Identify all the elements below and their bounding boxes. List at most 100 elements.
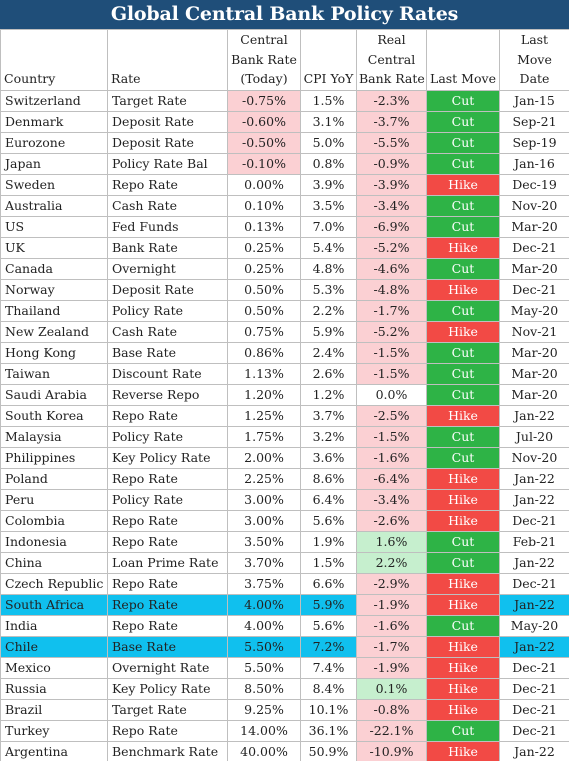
rate-name-cell: Key Policy Rate xyxy=(107,446,228,469)
central-bank-rate-cell: 0.00% xyxy=(227,173,301,196)
central-bank-rate-cell: 3.00% xyxy=(227,488,301,511)
central-bank-rate-cell: 3.75% xyxy=(227,572,301,595)
rate-name-cell: Benchmark Rate xyxy=(107,740,228,761)
central-bank-rate-cell: 4.00% xyxy=(227,593,301,616)
last-move-badge: Hike xyxy=(426,467,500,490)
rate-name-cell: Fed Funds xyxy=(107,215,228,238)
last-move-date-cell: Jan-22 xyxy=(499,635,569,658)
country-cell: Argentina xyxy=(0,740,108,761)
real-rate-cell: -5.2% xyxy=(356,320,427,343)
table-row: Russia Key Policy Rate 8.50% 8.4% 0.1% Hike De… xyxy=(0,677,569,700)
real-rate-cell: -1.6% xyxy=(356,614,427,637)
central-bank-rate-cell: 14.00% xyxy=(227,719,301,742)
cpi-yoy-cell: 5.6% xyxy=(300,614,357,637)
country-cell: Indonesia xyxy=(0,530,108,553)
country-cell: Eurozone xyxy=(0,131,108,154)
table-row: Philippines Key Policy Rate 2.00% 3.6% -1.6%… xyxy=(0,446,569,469)
central-bank-rate-cell: 2.25% xyxy=(227,467,301,490)
table-row: Indonesia Repo Rate 3.50% 1.9% 1.6% Cut Feb-21 xyxy=(0,530,569,553)
country-cell: South Africa xyxy=(0,593,108,616)
last-move-date-cell: May-20 xyxy=(499,299,569,322)
central-bank-rate-cell: 0.13% xyxy=(227,215,301,238)
last-move-badge: Hike xyxy=(426,572,500,595)
last-move-date-cell: Nov-20 xyxy=(499,194,569,217)
cpi-yoy-cell: 0.8% xyxy=(300,152,357,175)
last-move-date-cell: Feb-21 xyxy=(499,530,569,553)
last-move-badge: Hike xyxy=(426,173,500,196)
central-bank-rate-cell: 0.50% xyxy=(227,299,301,322)
last-move-badge: Cut xyxy=(426,299,500,322)
table-row: Hong Kong Base Rate 0.86% 2.4% -1.5% Cut Mar-2… xyxy=(0,341,569,364)
real-rate-cell: -5.5% xyxy=(356,131,427,154)
last-move-date-cell: Dec-21 xyxy=(499,677,569,700)
country-cell: Australia xyxy=(0,194,108,217)
real-rate-cell: -0.9% xyxy=(356,152,427,175)
table-row: Argentina Benchmark Rate 40.00% 50.9% -10.9%… xyxy=(0,740,569,761)
country-cell: Sweden xyxy=(0,173,108,196)
cpi-yoy-cell: 7.4% xyxy=(300,656,357,679)
country-cell: Mexico xyxy=(0,656,108,679)
last-move-badge: Hike xyxy=(426,740,500,761)
cpi-yoy-cell: 3.1% xyxy=(300,110,357,133)
country-cell: Canada xyxy=(0,257,108,280)
country-cell: Malaysia xyxy=(0,425,108,448)
table-row: UK Bank Rate 0.25% 5.4% -5.2% Hike Dec-21 xyxy=(0,236,569,259)
cpi-yoy-cell: 5.9% xyxy=(300,593,357,616)
header-last-move-date: Last Move Date xyxy=(499,29,569,91)
last-move-date-cell: Jan-22 xyxy=(499,404,569,427)
country-cell: South Korea xyxy=(0,404,108,427)
last-move-badge: Hike xyxy=(426,278,500,301)
cpi-yoy-cell: 6.6% xyxy=(300,572,357,595)
last-move-badge: Cut xyxy=(426,131,500,154)
rate-name-cell: Loan Prime Rate xyxy=(107,551,228,574)
cpi-yoy-cell: 1.5% xyxy=(300,551,357,574)
central-bank-rate-cell: 0.86% xyxy=(227,341,301,364)
country-cell: India xyxy=(0,614,108,637)
last-move-date-cell: Nov-20 xyxy=(499,446,569,469)
cpi-yoy-cell: 5.6% xyxy=(300,509,357,532)
table-row: Colombia Repo Rate 3.00% 5.6% -2.6% Hike Dec-2… xyxy=(0,509,569,532)
cpi-yoy-cell: 36.1% xyxy=(300,719,357,742)
rate-name-cell: Policy Rate xyxy=(107,425,228,448)
cpi-yoy-cell: 8.4% xyxy=(300,677,357,700)
cpi-yoy-cell: 8.6% xyxy=(300,467,357,490)
last-move-badge: Hike xyxy=(426,404,500,427)
rate-name-cell: Cash Rate xyxy=(107,320,228,343)
central-bank-rate-cell: -0.75% xyxy=(227,89,301,112)
last-move-date-cell: Dec-21 xyxy=(499,572,569,595)
last-move-date-cell: Jan-15 xyxy=(499,89,569,112)
table-row: Czech Republic Repo Rate 3.75% 6.6% -2.9% Hik… xyxy=(0,572,569,595)
real-rate-cell: -3.7% xyxy=(356,110,427,133)
real-rate-cell: 0.1% xyxy=(356,677,427,700)
table-row: Chile Base Rate 5.50% 7.2% -1.7% Hike Jan-22 xyxy=(0,635,569,658)
last-move-date-cell: Mar-20 xyxy=(499,215,569,238)
last-move-date-cell: Dec-19 xyxy=(499,173,569,196)
real-rate-cell: 0.0% xyxy=(356,383,427,406)
real-rate-cell: -1.5% xyxy=(356,362,427,385)
real-rate-cell: -1.5% xyxy=(356,341,427,364)
rate-name-cell: Target Rate xyxy=(107,698,228,721)
rate-name-cell: Deposit Rate xyxy=(107,131,228,154)
last-move-badge: Cut xyxy=(426,446,500,469)
cpi-yoy-cell: 3.7% xyxy=(300,404,357,427)
country-cell: Brazil xyxy=(0,698,108,721)
central-bank-rate-cell: 3.50% xyxy=(227,530,301,553)
real-rate-cell: -1.9% xyxy=(356,593,427,616)
real-rate-cell: -10.9% xyxy=(356,740,427,761)
cpi-yoy-cell: 4.8% xyxy=(300,257,357,280)
last-move-date-cell: Jan-22 xyxy=(499,551,569,574)
central-bank-rate-cell: 1.25% xyxy=(227,404,301,427)
real-rate-cell: -2.5% xyxy=(356,404,427,427)
real-rate-cell: -6.9% xyxy=(356,215,427,238)
last-move-badge: Cut xyxy=(426,341,500,364)
cpi-yoy-cell: 5.0% xyxy=(300,131,357,154)
last-move-date-cell: Jan-22 xyxy=(499,488,569,511)
last-move-date-cell: Dec-21 xyxy=(499,656,569,679)
table-row: Malaysia Policy Rate 1.75% 3.2% -1.5% Cut Jul-… xyxy=(0,425,569,448)
central-bank-rate-cell: 0.75% xyxy=(227,320,301,343)
rate-name-cell: Target Rate xyxy=(107,89,228,112)
last-move-badge: Cut xyxy=(426,152,500,175)
rate-name-cell: Repo Rate xyxy=(107,530,228,553)
table-row: Taiwan Discount Rate 1.13% 2.6% -1.5% Cut Mar-… xyxy=(0,362,569,385)
